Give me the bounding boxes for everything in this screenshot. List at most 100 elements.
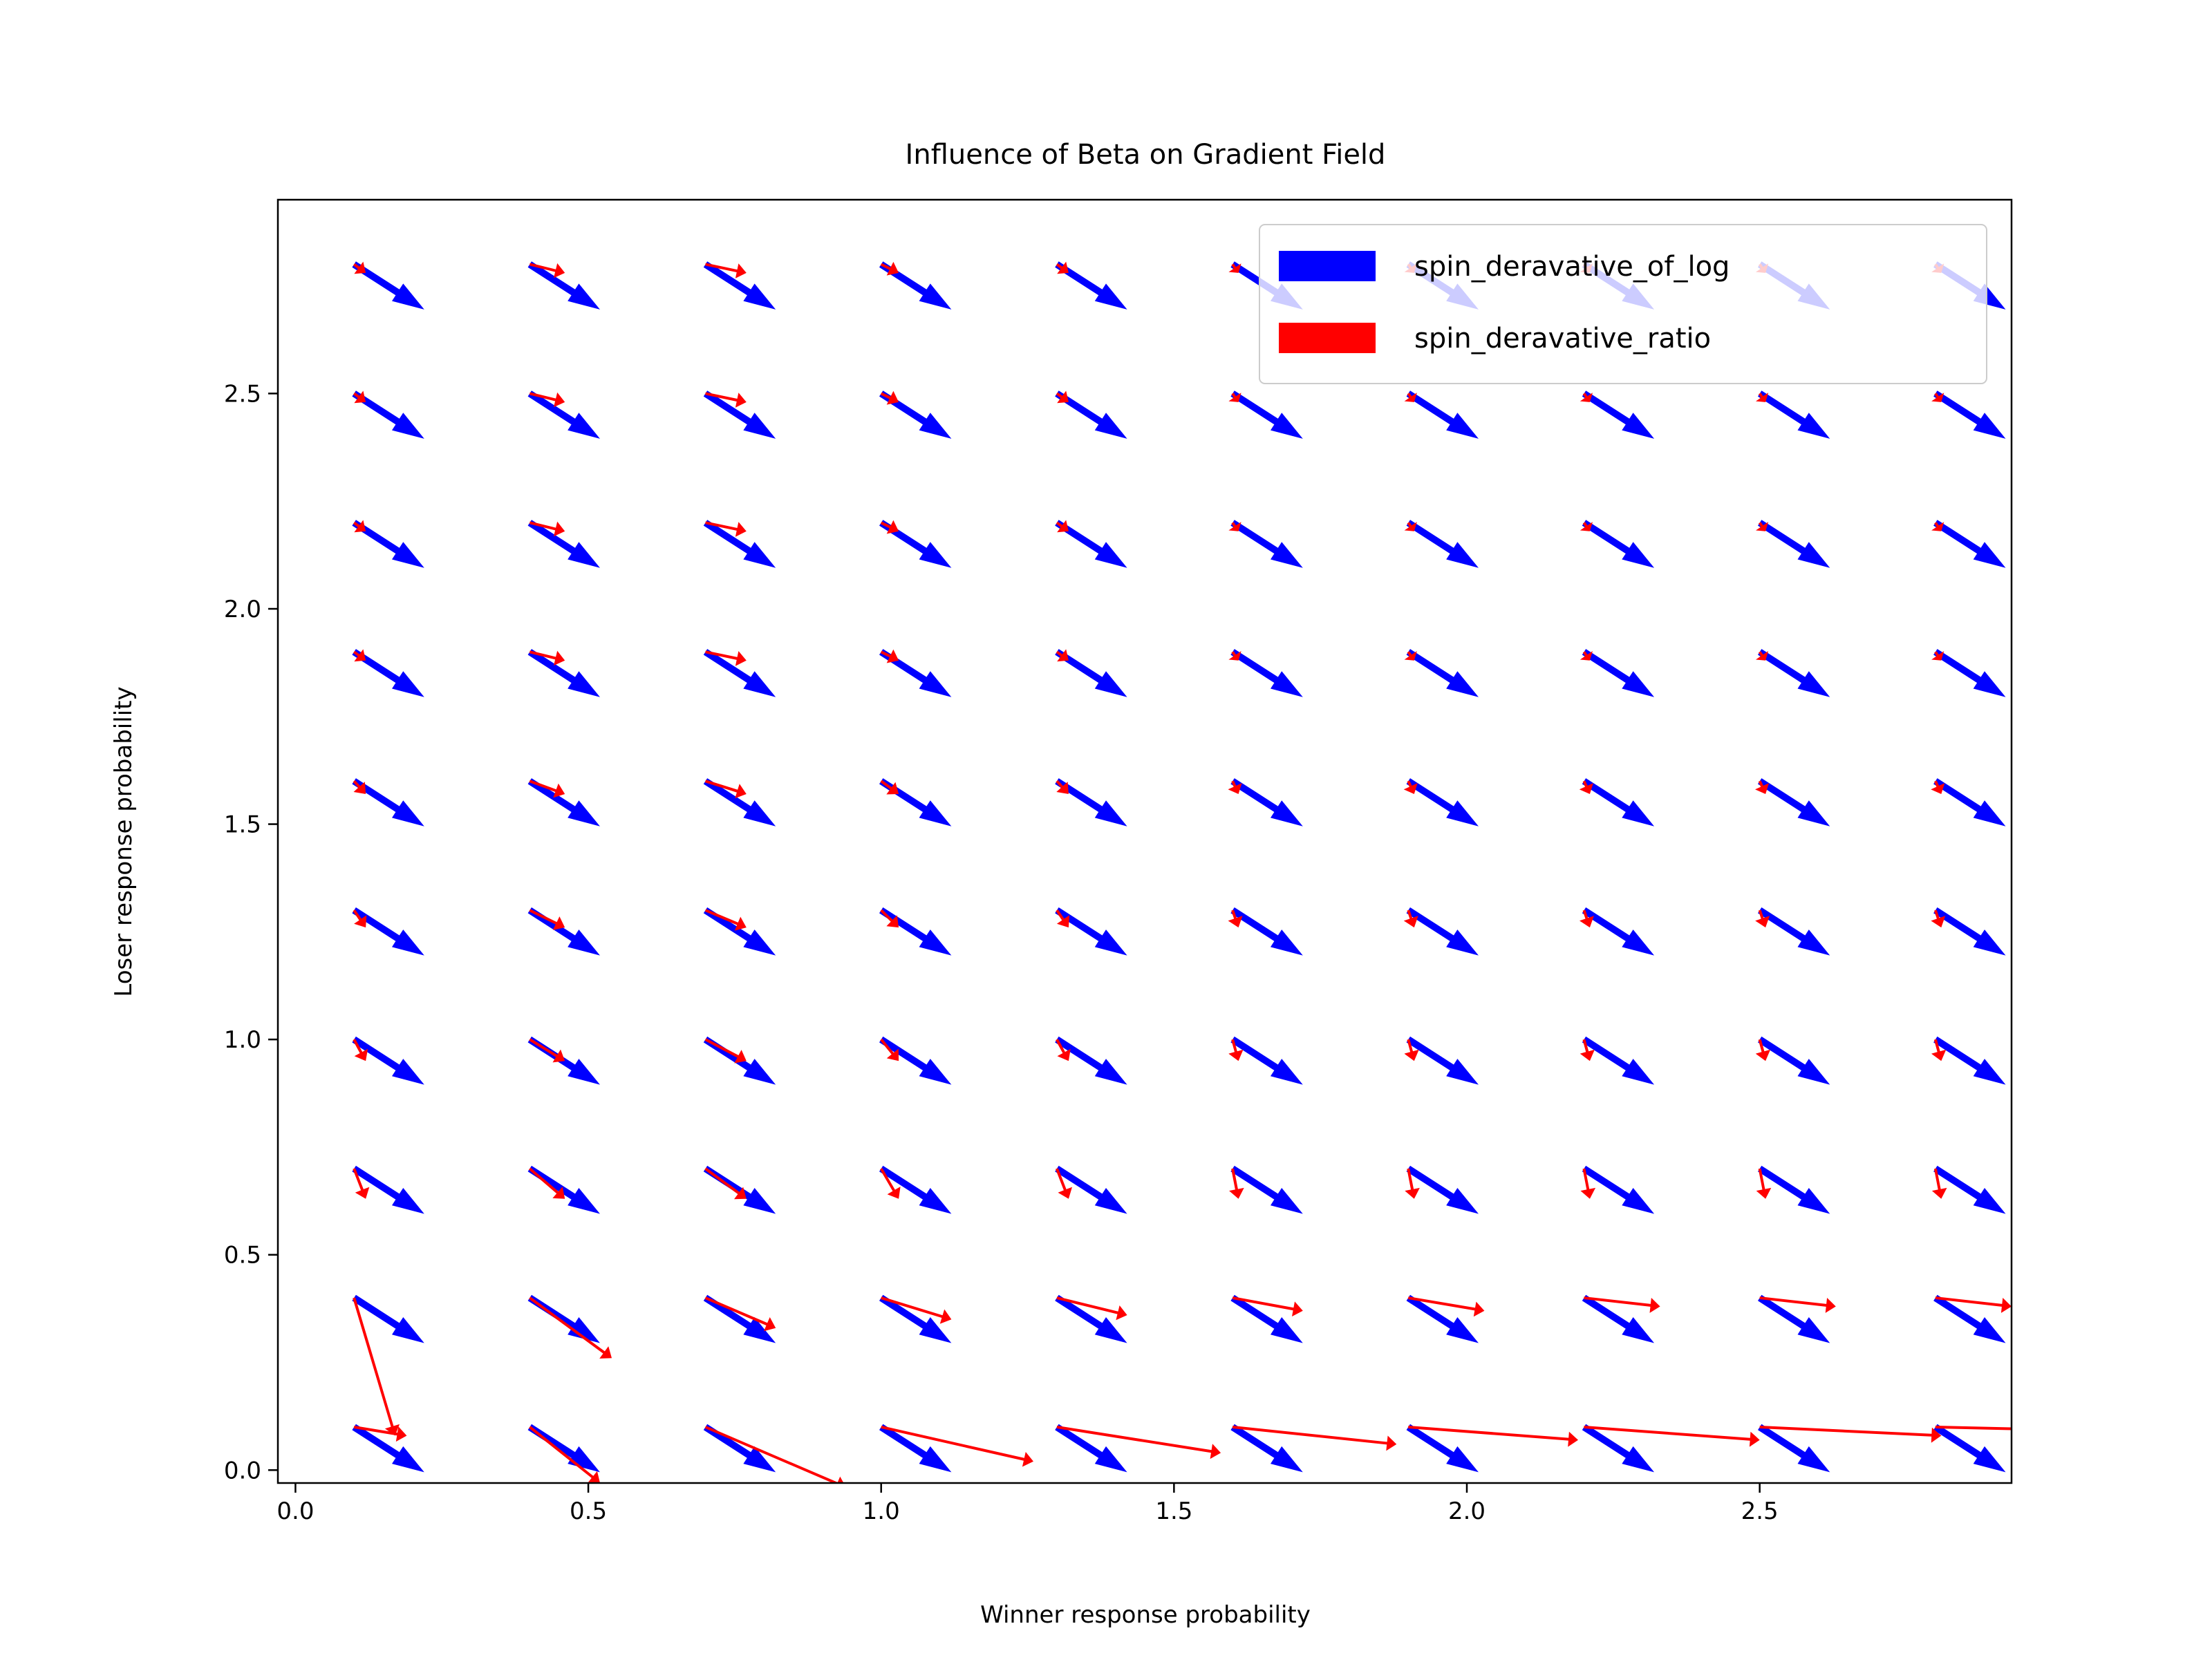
blue-quiver-arrow — [1230, 778, 1303, 827]
red-quiver-arrow — [1931, 651, 1944, 661]
blue-quiver-arrow — [1933, 1165, 2006, 1214]
red-quiver-arrow — [1755, 1039, 1771, 1061]
red-quiver-arrow — [1404, 651, 1417, 661]
red-quiver-arrow — [1935, 1426, 2012, 1430]
blue-quiver-arrow — [879, 261, 952, 310]
red-quiver-arrow — [1759, 1426, 1942, 1443]
blue-quiver-arrow — [352, 1424, 424, 1473]
x-tick-label: 2.0 — [1448, 1498, 1485, 1525]
blue-quiver-arrow — [1933, 907, 2006, 956]
blue-quiver-arrow — [1933, 1424, 2006, 1473]
red-quiver-arrow — [353, 1168, 370, 1199]
blue-quiver-arrow — [352, 1036, 424, 1085]
blue-quiver-arrow — [1933, 1036, 2006, 1085]
blue-quiver-arrow — [1055, 907, 1127, 956]
red-quiver-arrow — [1404, 1039, 1419, 1061]
red-quiver-arrow — [1404, 393, 1417, 402]
x-axis-label: Winner response probability — [980, 1601, 1311, 1629]
red-quiver-arrow — [1580, 651, 1593, 661]
blue-quiver-arrow — [352, 520, 424, 568]
y-axis-label: Loser response probability — [110, 686, 138, 997]
blue-quiver-arrow — [1055, 390, 1127, 439]
blue-quiver-arrow — [1758, 1294, 1830, 1343]
red-quiver-arrow — [1580, 1168, 1596, 1199]
red-quiver-arrow — [529, 909, 565, 930]
red-quiver-arrow — [880, 390, 899, 405]
red-quiver-arrow — [1935, 1296, 2012, 1313]
blue-quiver-arrow — [1758, 1165, 1830, 1214]
legend-swatch — [1279, 323, 1376, 353]
blue-quiver-arrow — [1758, 1424, 1830, 1473]
blue-quiver-arrow — [352, 1294, 424, 1343]
red-quiver-arrow — [1584, 1426, 1760, 1447]
blue-quiver-arrow — [879, 907, 952, 956]
blue-quiver-arrow — [879, 1294, 952, 1343]
blue-quiver-arrow — [527, 520, 600, 568]
blue-quiver-arrow — [1406, 907, 1479, 956]
chart-title: Influence of Beta on Gradient Field — [906, 139, 1386, 171]
red-quiver-arrow — [1931, 1168, 1947, 1199]
red-quiver-arrow — [704, 1038, 747, 1064]
red-quiver-arrow — [1232, 1426, 1397, 1451]
blue-quiver-arrow — [1055, 1294, 1127, 1343]
blue-quiver-arrow — [879, 778, 952, 827]
blue-quiver-arrow — [703, 907, 776, 956]
y-tick-label: 1.5 — [224, 811, 261, 839]
red-quiver-arrow — [353, 520, 366, 533]
blue-quiver-arrow — [527, 1424, 600, 1473]
red-quiver-arrow — [704, 909, 747, 931]
red-quiver-arrow — [353, 1426, 407, 1442]
blue-quiver-arrow — [1933, 520, 2006, 568]
red-quiver-arrow — [529, 1426, 600, 1483]
plot-area — [352, 261, 2012, 1483]
blue-quiver-arrow — [703, 261, 776, 310]
red-quiver-arrow — [1056, 1168, 1072, 1199]
blue-quiver-arrow — [703, 1294, 776, 1343]
blue-quiver-arrow — [1582, 1294, 1655, 1343]
red-quiver-arrow — [353, 390, 366, 404]
red-quiver-arrow — [1056, 1039, 1071, 1061]
x-tick-label: 0.5 — [570, 1498, 607, 1525]
blue-quiver-arrow — [1582, 649, 1655, 697]
blue-quiver-arrow — [527, 778, 600, 827]
red-quiver-arrow — [1756, 1168, 1772, 1199]
red-quiver-arrow — [705, 521, 747, 537]
red-quiver-arrow — [1056, 261, 1069, 274]
red-quiver-arrow — [353, 261, 366, 274]
blue-quiver-arrow — [703, 778, 776, 827]
blue-quiver-arrow — [352, 649, 424, 697]
blue-quiver-arrow — [1055, 1424, 1127, 1473]
blue-quiver-arrow — [1933, 649, 2006, 697]
blue-quiver-arrow — [1933, 390, 2006, 439]
red-quiver-arrow — [1228, 263, 1241, 273]
legend-label: spin_deravative_of_log — [1414, 251, 1730, 283]
blue-quiver-arrow — [1230, 390, 1303, 439]
blue-quiver-arrow — [703, 390, 776, 439]
blue-quiver-arrow — [1055, 649, 1127, 697]
legend-box — [1259, 224, 1987, 384]
blue-quiver-arrow — [1055, 1036, 1127, 1085]
red-quiver-arrow — [1056, 390, 1069, 404]
legend-label: spin_deravative_ratio — [1414, 323, 1711, 355]
blue-quiver-arrow — [1582, 778, 1655, 827]
blue-quiver-arrow — [1582, 1165, 1655, 1214]
blue-quiver-arrow — [1230, 1165, 1303, 1214]
blue-quiver-arrow — [1406, 520, 1479, 568]
blue-quiver-arrow — [1406, 778, 1479, 827]
red-quiver-arrow — [353, 1297, 400, 1436]
red-quiver-arrow — [1755, 909, 1770, 928]
red-quiver-arrow — [353, 649, 366, 662]
blue-quiver-arrow — [527, 261, 600, 310]
blue-quiver-arrow — [1582, 1424, 1655, 1473]
red-quiver-arrow — [1405, 1168, 1420, 1199]
blue-quiver-arrow — [1582, 1036, 1655, 1085]
x-tick-label: 1.0 — [863, 1498, 900, 1525]
blue-quiver-arrow — [879, 1165, 952, 1214]
y-axis: 0.0 0.5 1.0 1.5 2.0 2.5 — [224, 380, 278, 1484]
red-quiver-arrow — [880, 261, 899, 276]
blue-quiver-arrow — [527, 1165, 600, 1214]
red-quiver-arrow — [1580, 1039, 1595, 1061]
x-tick-label: 1.5 — [1155, 1498, 1192, 1525]
